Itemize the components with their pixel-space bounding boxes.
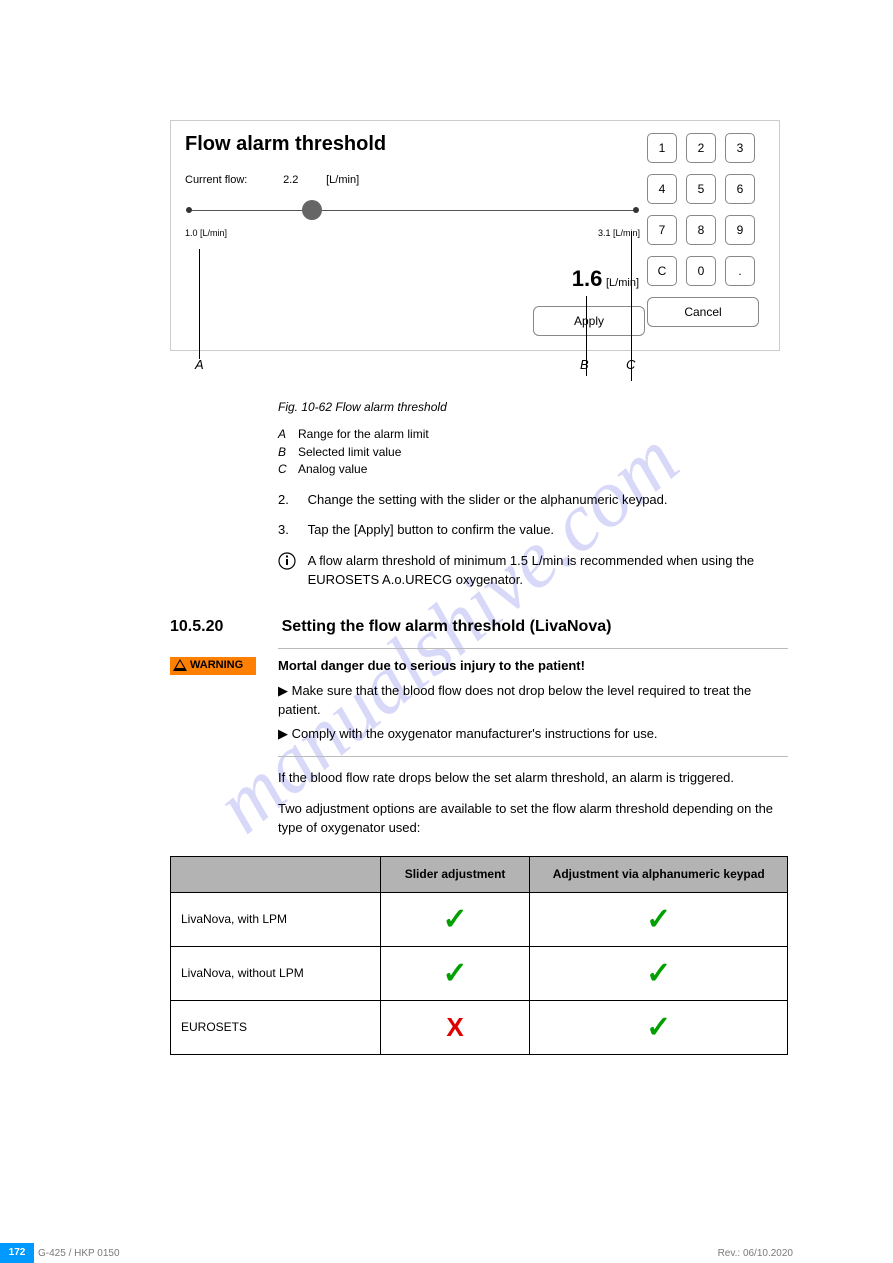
- key-5[interactable]: 5: [686, 174, 716, 204]
- current-flow-value: 2.2: [283, 174, 323, 186]
- section-number: 10.5.20: [170, 618, 278, 636]
- key-6[interactable]: 6: [725, 174, 755, 204]
- info-icon: [278, 552, 296, 576]
- slider-track: [189, 210, 636, 211]
- key-0[interactable]: 0: [686, 256, 716, 286]
- paragraph-2: Two adjustment options are available to …: [278, 800, 788, 838]
- key-8[interactable]: 8: [686, 215, 716, 245]
- footer-doc: G-425 / HKP 0150: [38, 1248, 120, 1259]
- row-label-2: LivaNova, without LPM: [171, 946, 381, 1000]
- cell-tick-icon: ✓: [530, 1000, 788, 1054]
- warning-line-1: Make sure that the blood flow does not d…: [278, 683, 751, 717]
- flow-threshold-panel: Flow alarm threshold Current flow: 2.2 […: [170, 120, 780, 351]
- apply-button[interactable]: Apply: [533, 306, 645, 336]
- table-header-row: Slider adjustment Adjustment via alphanu…: [171, 856, 788, 892]
- key-clear[interactable]: C: [647, 256, 677, 286]
- adjustment-options-table: Slider adjustment Adjustment via alphanu…: [170, 856, 788, 1055]
- warning-line-2: Comply with the oxygenator manufacturer'…: [292, 726, 658, 741]
- cell-cross-icon: X: [380, 1000, 530, 1054]
- anno-b: B: [580, 357, 589, 372]
- th-blank: [171, 856, 381, 892]
- key-4[interactable]: 4: [647, 174, 677, 204]
- th-slider: Slider adjustment: [380, 856, 530, 892]
- warning-label: WARNING: [190, 658, 243, 674]
- threshold-readout: 1.6 [L/min]: [185, 266, 639, 292]
- key-1[interactable]: 1: [647, 133, 677, 163]
- numeric-keypad: 1 2 3 4 5 6 7 8 9 C 0 .: [647, 133, 765, 286]
- row-label-3: EUROSETS: [171, 1000, 381, 1054]
- key-dot[interactable]: .: [725, 256, 755, 286]
- step-3: 3. Tap the [Apply] button to confirm the…: [278, 521, 788, 540]
- cell-tick-icon: ✓: [530, 946, 788, 1000]
- warning-badge: WARNING: [170, 657, 256, 675]
- cell-tick-icon: ✓: [380, 892, 530, 946]
- slider-handle[interactable]: [302, 200, 322, 220]
- legend-c: CAnalog value: [278, 461, 788, 478]
- slider-max-dot: [633, 207, 639, 213]
- th-keypad: Adjustment via alphanumeric keypad: [530, 856, 788, 892]
- note-text: A flow alarm threshold of minimum 1.5 L/…: [308, 552, 768, 590]
- cell-tick-icon: ✓: [380, 946, 530, 1000]
- key-3[interactable]: 3: [725, 133, 755, 163]
- warning-box: WARNING Mortal danger due to serious inj…: [278, 648, 788, 757]
- footer-rev: Rev.: 06/10.2020: [718, 1248, 793, 1259]
- section-title: Setting the flow alarm threshold (LivaNo…: [282, 618, 612, 636]
- current-flow-label: Current flow:: [185, 174, 280, 186]
- slider-max-label: 3.1 [L/min]: [598, 228, 640, 238]
- legend-a: ARange for the alarm limit: [278, 426, 788, 443]
- row-label-1: LivaNova, with LPM: [171, 892, 381, 946]
- anno-a: A: [195, 357, 204, 372]
- cell-tick-icon: ✓: [530, 892, 788, 946]
- table-row: LivaNova, without LPM ✓ ✓: [171, 946, 788, 1000]
- table-row: EUROSETS X ✓: [171, 1000, 788, 1054]
- page-footer: 172 G-425 / HKP 0150 Rev.: 06/10.2020: [0, 1227, 893, 1263]
- panel-title: Flow alarm threshold: [185, 133, 645, 156]
- warning-headline: Mortal danger due to serious injury to t…: [278, 657, 788, 676]
- note-row: A flow alarm threshold of minimum 1.5 L/…: [278, 552, 788, 590]
- slider-min-label: 1.0 [L/min]: [185, 228, 227, 238]
- cancel-button[interactable]: Cancel: [647, 297, 759, 327]
- key-7[interactable]: 7: [647, 215, 677, 245]
- slider-min-dot: [186, 207, 192, 213]
- anno-line-a: [199, 249, 200, 359]
- key-2[interactable]: 2: [686, 133, 716, 163]
- paragraph-1: If the blood flow rate drops below the s…: [278, 769, 788, 788]
- table-row: LivaNova, with LPM ✓ ✓: [171, 892, 788, 946]
- anno-c: C: [626, 357, 635, 372]
- key-9[interactable]: 9: [725, 215, 755, 245]
- threshold-slider[interactable]: 1.0 [L/min] 3.1 [L/min]: [185, 200, 640, 222]
- step-2: 2. Change the setting with the slider or…: [278, 491, 788, 510]
- readout-value: 1.6: [572, 266, 603, 291]
- page-number: 172: [0, 1243, 34, 1263]
- legend-b: BSelected limit value: [278, 444, 788, 461]
- figure-caption: Fig. 10-62 Flow alarm threshold: [278, 399, 788, 416]
- current-flow-row: Current flow: 2.2 [L/min]: [185, 174, 645, 186]
- current-flow-unit: [L/min]: [326, 174, 359, 186]
- readout-unit: [L/min]: [606, 277, 639, 289]
